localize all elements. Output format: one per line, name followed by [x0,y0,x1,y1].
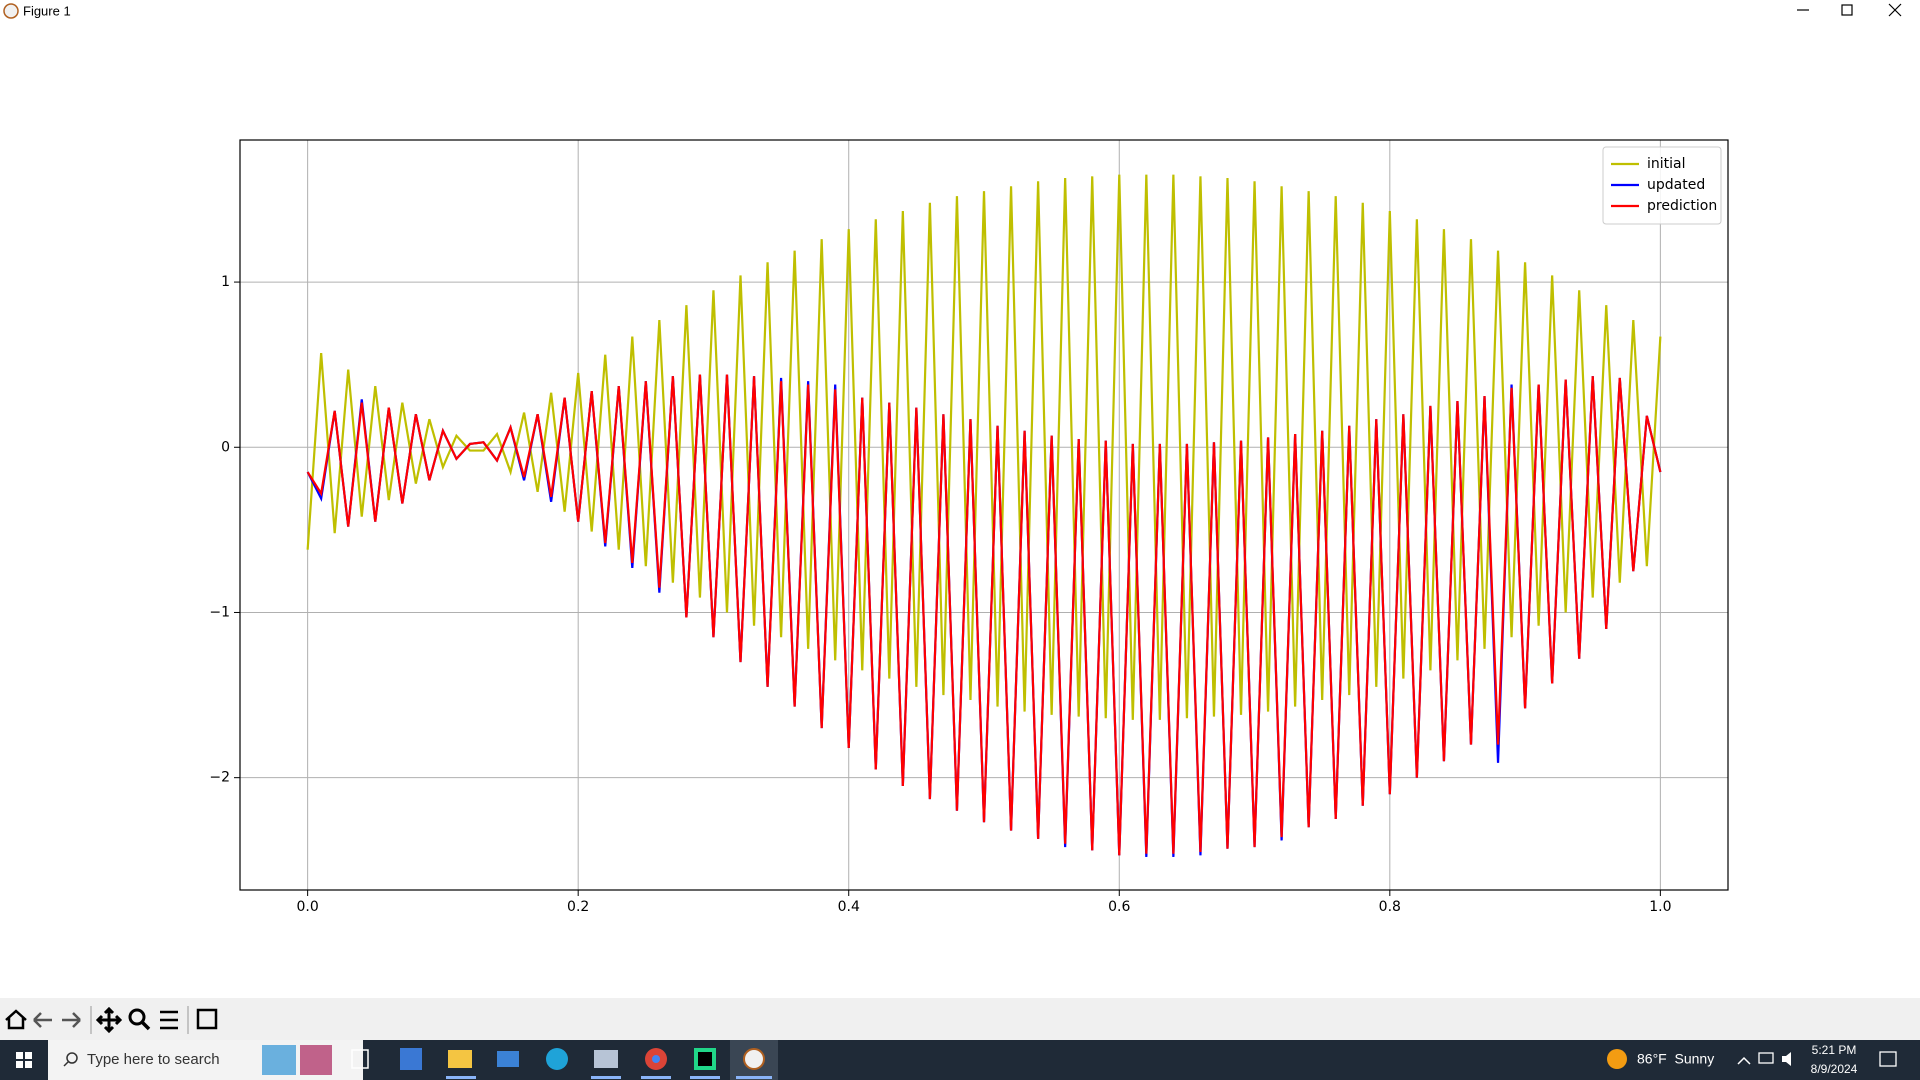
home-button[interactable] [5,1009,27,1030]
app-indicator [591,1076,621,1079]
start-logo [16,1052,23,1059]
matplotlib-app [743,1048,765,1070]
task-view[interactable] [351,1049,369,1069]
restore-button[interactable] [1841,4,1853,16]
app-icon [3,3,19,19]
x-tick-label: 0.2 [567,899,589,915]
pan-button[interactable] [95,1006,123,1034]
chrome-app-center [652,1055,660,1063]
x-tick-label: 0.4 [838,899,860,915]
search-icon [63,1061,69,1067]
y-tick-label: 0 [221,439,230,455]
edge-app[interactable] [546,1048,568,1070]
forward-button[interactable] [62,1012,81,1028]
zoom-button[interactable] [128,1008,146,1026]
search-highlight [262,1045,296,1075]
x-tick-label: 0.0 [297,899,319,915]
chart: 0.0 0.2 0.4 0.6 0.8 1.0 −2 −1 0 1 initial updated pr… [209,139,1729,915]
legend-box [1602,146,1722,225]
mail-app[interactable] [497,1051,519,1067]
weather-icon [1607,1049,1627,1069]
y-tick-label: −2 [209,770,230,786]
line-series [306,374,1662,856]
x-tick-label: 0.6 [1108,899,1130,915]
app-indicator [446,1076,476,1079]
search-placeholder: Type here to search [87,1051,220,1068]
legend-label: prediction [1647,198,1717,214]
legend-label: initial [1647,156,1686,172]
store-app[interactable] [400,1048,422,1070]
start-logo [25,1052,32,1059]
plot-frame [239,139,1729,891]
configure-button[interactable] [160,1010,178,1030]
network-icon[interactable] [1758,1052,1774,1064]
toolbar-buttons [5,1006,218,1034]
pycharm-app-inner [698,1052,712,1066]
explorer-app[interactable] [448,1050,472,1068]
start-logo [25,1061,32,1068]
close-button[interactable] [1888,3,1902,17]
save-button[interactable] [196,1008,218,1030]
start-button[interactable] [16,1052,32,1068]
app-indicator [641,1076,671,1079]
window-title: Figure 1 [23,3,71,18]
taskbar-apps [351,1040,778,1080]
y-tick-label: −1 [209,604,230,620]
back-button[interactable] [33,1012,52,1028]
notifications[interactable] [1879,1051,1897,1067]
x-tick-label: 0.8 [1379,899,1401,915]
app[interactable] [594,1050,618,1068]
y-tick-label: 1 [221,274,230,290]
legend-label: updated [1647,177,1705,193]
zoom-handle [140,1020,151,1031]
title-bar: Figure 1 [3,3,1902,19]
clock-time[interactable]: 5:21 PM [1812,1043,1857,1057]
app-indicator [690,1076,720,1079]
tray-overflow[interactable] [1737,1056,1751,1065]
x-tick-label: 1.0 [1649,899,1671,915]
search-icon [66,1052,78,1064]
volume-icon[interactable] [1782,1052,1791,1066]
toolbar [0,998,1920,1040]
weather[interactable]: 86°F Sunny [1637,1051,1714,1067]
start-logo [16,1061,23,1068]
app-indicator [736,1076,772,1079]
clock-date[interactable]: 8/9/2024 [1811,1062,1858,1076]
search-highlight [300,1045,332,1075]
